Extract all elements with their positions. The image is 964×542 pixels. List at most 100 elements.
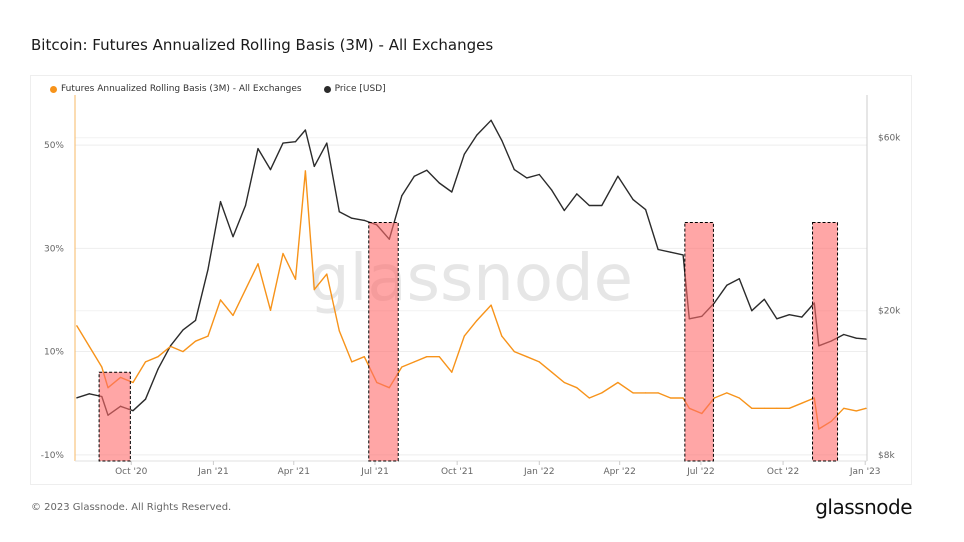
price-point — [601, 204, 603, 207]
price-point — [219, 200, 222, 203]
price-point — [726, 284, 728, 286]
basis-point — [726, 392, 728, 394]
basis-point — [157, 356, 159, 358]
y-left-tick-label: 10% — [44, 348, 64, 358]
basis-point — [751, 407, 753, 409]
price-point — [438, 182, 440, 184]
basis-point — [843, 407, 845, 409]
legend-label-price: Price [USD] — [334, 84, 386, 94]
price-point — [588, 204, 590, 207]
price-point — [351, 217, 353, 219]
basis-point — [576, 387, 578, 389]
price-point — [463, 153, 465, 155]
copyright: © 2023 Glassnode. All Rights Reserved. — [31, 502, 232, 513]
basis-point — [476, 319, 478, 322]
basis-point — [617, 381, 619, 384]
x-tick-label: Apr '22 — [603, 467, 635, 477]
price-point — [490, 119, 492, 121]
chart-title: Bitcoin: Futures Annualized Rolling Basi… — [31, 36, 494, 54]
price-point — [669, 251, 672, 253]
basis-point — [88, 345, 90, 347]
price-point — [526, 177, 528, 179]
price-point — [563, 209, 565, 212]
price-point — [157, 368, 159, 370]
price-point — [843, 333, 845, 336]
basis-point — [657, 392, 659, 394]
price-point — [576, 193, 578, 195]
legend-item-price[interactable]: Price [USD] — [323, 84, 386, 94]
legend-label-basis: Futures Annualized Rolling Basis (3M) - … — [61, 84, 302, 94]
basis-point — [682, 397, 684, 399]
basis-point — [501, 335, 503, 337]
highlight-box — [684, 222, 714, 462]
basis-point — [855, 410, 857, 412]
basis-point — [182, 350, 184, 353]
basis-point — [644, 392, 647, 394]
basis-point — [363, 356, 365, 358]
basis-point — [538, 361, 540, 363]
price-point — [657, 248, 659, 251]
basis-point — [194, 340, 197, 342]
basis-point — [351, 361, 353, 363]
basis-point — [144, 361, 147, 363]
price-point — [282, 142, 284, 144]
price-point — [88, 393, 90, 395]
x-tick-label: Jul '21 — [360, 467, 389, 477]
price-point — [257, 147, 259, 150]
basis-point — [257, 263, 259, 265]
price-point — [232, 236, 234, 238]
basis-line — [76, 170, 867, 430]
price-point — [551, 189, 553, 191]
price-point — [194, 319, 197, 322]
basis-point — [588, 397, 590, 399]
price-point — [538, 173, 540, 176]
basis-point — [490, 304, 492, 306]
x-tick-label: Apr '21 — [278, 467, 310, 477]
basis-point — [563, 381, 565, 384]
basis-point — [776, 407, 778, 409]
price-point — [304, 129, 306, 131]
price-point — [132, 410, 134, 412]
price-point — [763, 298, 765, 300]
x-tick-label: Jan '23 — [849, 467, 881, 477]
price-point — [513, 169, 515, 171]
x-tick-label: Oct '22 — [767, 467, 799, 477]
legend-item-basis[interactable]: Futures Annualized Rolling Basis (3M) - … — [50, 84, 302, 94]
price-point — [682, 254, 684, 256]
x-tick-label: Jan '21 — [197, 467, 229, 477]
price-point — [76, 397, 78, 399]
basis-point — [401, 366, 403, 368]
price-point — [865, 338, 867, 340]
highlight-box — [368, 222, 399, 462]
highlight-box — [812, 222, 839, 462]
price-point — [401, 195, 403, 197]
basis-point — [865, 407, 867, 409]
basis-point — [338, 330, 340, 332]
basis-point — [269, 309, 272, 311]
x-tick-label: Jan '22 — [523, 467, 555, 477]
basis-point — [513, 350, 515, 353]
basis-point — [451, 371, 453, 373]
price-point — [855, 337, 857, 339]
price-point — [501, 139, 503, 141]
x-tick-label: Jul '22 — [686, 467, 715, 477]
highlight-box — [98, 371, 131, 462]
basis-point — [132, 381, 134, 384]
basis-point — [232, 314, 234, 317]
basis-point — [551, 371, 553, 373]
basis-point — [788, 407, 790, 409]
price-point — [644, 209, 647, 211]
price-point — [144, 398, 147, 400]
price-point — [476, 134, 478, 136]
price-point — [451, 191, 453, 193]
price-point — [632, 199, 634, 201]
chart-card — [30, 75, 912, 485]
basis-point — [463, 335, 465, 337]
basis-point — [669, 397, 672, 399]
legend-dot-basis-icon — [50, 85, 57, 93]
glassnode-logo: glassnode — [815, 495, 912, 519]
basis-point — [801, 402, 803, 404]
basis-point — [294, 278, 297, 280]
basis-point — [426, 356, 428, 358]
